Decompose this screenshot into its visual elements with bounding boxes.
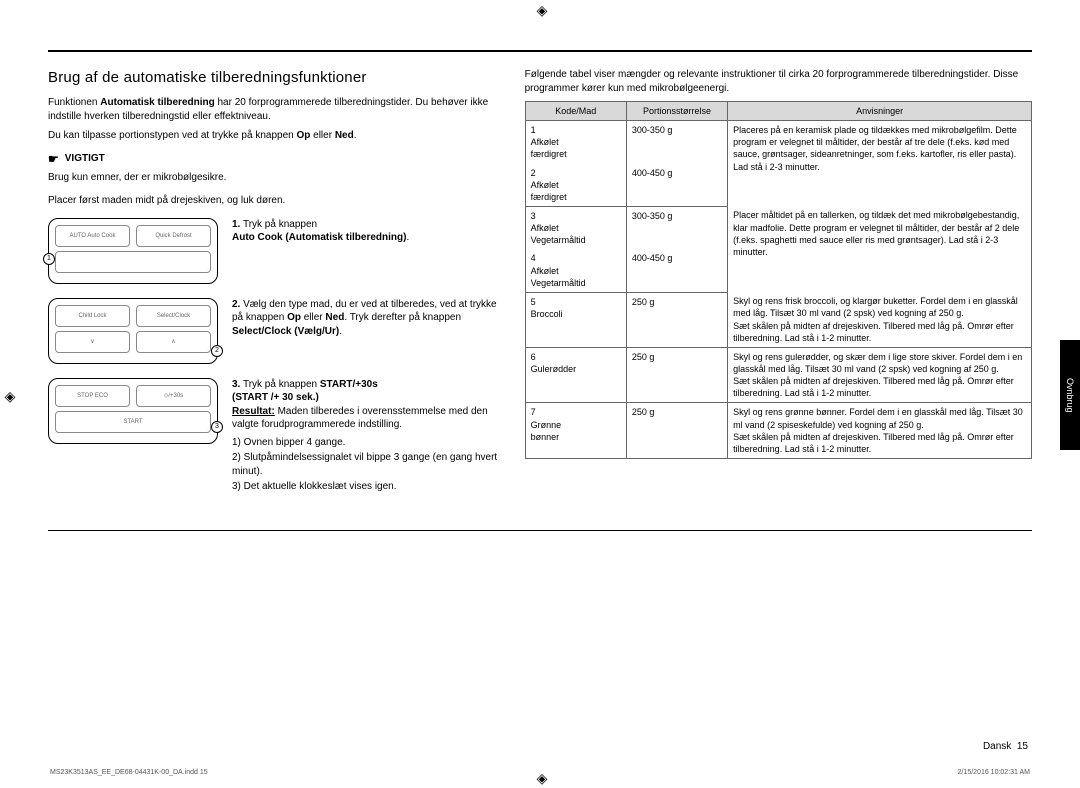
crop-mark-icon: ◈ xyxy=(534,770,550,786)
table-intro: Følgende tabel viser mængder og relevant… xyxy=(525,68,1032,95)
result-item: 3) Det aktuelle klokkeslæt vises igen. xyxy=(232,480,501,494)
control-panel-2: Child Lock Select/Clock ∨ ∧ 2 xyxy=(48,298,218,364)
cell-portion: 300-350 g xyxy=(626,121,727,164)
page-content: Brug af de automatiske tilberedningsfunk… xyxy=(0,0,1080,561)
cell-instructions: Placer måltidet på en tallerken, og tild… xyxy=(728,206,1032,292)
intro-paragraph-2: Du kan tilpasse portionstypen ved at try… xyxy=(48,129,501,143)
step-3: STOP ECO ◇ /+30s START 3 3. Tryk på knap… xyxy=(48,378,501,496)
step-badge-2: 2 xyxy=(211,345,223,357)
cell-instructions: Placeres på en keramisk plade og tildækk… xyxy=(728,121,1032,207)
bottom-rule xyxy=(48,530,1032,531)
placement-text: Placer først maden midt på drejeskiven, … xyxy=(48,194,501,208)
auto-cook-button-graphic: AUTO Auto Cook xyxy=(55,225,130,247)
table-row: 1Afkøletfærdigret300-350 gPlaceres på en… xyxy=(525,121,1031,164)
table-row: 7Grønnebønner250 gSkyl og rens grønne bø… xyxy=(525,403,1031,459)
result-item: 1) Ovnen bipper 4 gange. xyxy=(232,436,501,450)
cell-code-food: 5Broccoli xyxy=(525,292,626,347)
page-footer: Dansk 15 xyxy=(983,741,1028,752)
step-badge-1: 1 xyxy=(43,253,55,265)
step-1-text: 1. Tryk på knappen Auto Cook (Automatisk… xyxy=(232,218,501,245)
col-header-instructions: Anvisninger xyxy=(728,102,1032,121)
section-heading: Brug af de automatiske tilberedningsfunk… xyxy=(48,68,501,88)
cell-portion: 300-350 g xyxy=(626,206,727,249)
cell-code-food: 7Grønnebønner xyxy=(525,403,626,459)
important-text: Brug kun emner, der er mikrobølgesikre. xyxy=(48,171,501,185)
cell-code-food: 1Afkøletfærdigret xyxy=(525,121,626,164)
cell-code-food: 4AfkøletVegetarmåltid xyxy=(525,249,626,292)
cooking-table: Kode/Mad Portionsstørrelse Anvisninger 1… xyxy=(525,101,1032,459)
important-label: ☛ VIGTIGT xyxy=(48,151,501,167)
cell-portion: 400-450 g xyxy=(626,164,727,207)
cell-code-food: 2Afkøletfærdigret xyxy=(525,164,626,207)
footer-date: 2/15/2016 10:02:31 AM xyxy=(958,769,1030,776)
step-2: Child Lock Select/Clock ∨ ∧ 2 2. Vælg de… xyxy=(48,298,501,364)
step-badge-3: 3 xyxy=(211,421,223,433)
blank-button-graphic xyxy=(55,251,211,273)
cell-portion: 250 g xyxy=(626,403,727,459)
stop-eco-button-graphic: STOP ECO xyxy=(55,385,130,407)
side-tab: Ovnbrug xyxy=(1060,340,1080,450)
quick-defrost-button-graphic: Quick Defrost xyxy=(136,225,211,247)
footer-filename: MS23K3513AS_EE_DE68-04431K-00_DA.indd 15 xyxy=(50,769,208,776)
cell-code-food: 3AfkøletVegetarmåltid xyxy=(525,206,626,249)
col-header-portion: Portionsstørrelse xyxy=(626,102,727,121)
table-row: 5Broccoli250 gSkyl og rens frisk broccol… xyxy=(525,292,1031,347)
table-row: 3AfkøletVegetarmåltid300-350 gPlacer mål… xyxy=(525,206,1031,249)
table-row: 6Gulerødder250 gSkyl og rens gulerødder,… xyxy=(525,347,1031,403)
right-column: Følgende tabel viser mængder og relevant… xyxy=(525,68,1032,510)
step-3-text: 3. Tryk på knappen START/+30s (START /+ … xyxy=(232,378,501,496)
start-button-graphic: ◇ /+30s xyxy=(136,385,211,407)
cell-portion: 250 g xyxy=(626,347,727,403)
step-1: AUTO Auto Cook Quick Defrost 1 1. Tryk p… xyxy=(48,218,501,284)
control-panel-3: STOP ECO ◇ /+30s START 3 xyxy=(48,378,218,444)
crop-mark-icon: ◈ xyxy=(534,2,550,18)
step-2-text: 2. Vælg den type mad, du er ved at tilbe… xyxy=(232,298,501,339)
cell-instructions: Skyl og rens frisk broccoli, og klargør … xyxy=(728,292,1032,347)
top-rule xyxy=(48,50,1032,52)
down-button-graphic: ∨ xyxy=(55,331,130,353)
child-lock-button-graphic: Child Lock xyxy=(55,305,130,327)
cell-instructions: Skyl og rens grønne bønner. Fordel dem i… xyxy=(728,403,1032,459)
intro-paragraph-1: Funktionen Automatisk tilberedning har 2… xyxy=(48,96,501,123)
left-column: Brug af de automatiske tilberedningsfunk… xyxy=(48,68,501,510)
hand-icon: ☛ xyxy=(48,151,59,167)
start-label-graphic: START xyxy=(55,411,211,433)
up-button-graphic: ∧ xyxy=(136,331,211,353)
result-item: 2) Slutpåmindelsessignalet vil bippe 3 g… xyxy=(232,451,501,478)
cell-portion: 400-450 g xyxy=(626,249,727,292)
col-header-code: Kode/Mad xyxy=(525,102,626,121)
control-panel-1: AUTO Auto Cook Quick Defrost 1 xyxy=(48,218,218,284)
crop-mark-icon: ◈ xyxy=(2,388,18,404)
cell-portion: 250 g xyxy=(626,292,727,347)
select-clock-button-graphic: Select/Clock xyxy=(136,305,211,327)
cell-code-food: 6Gulerødder xyxy=(525,347,626,403)
cell-instructions: Skyl og rens gulerødder, og skær dem i l… xyxy=(728,347,1032,403)
